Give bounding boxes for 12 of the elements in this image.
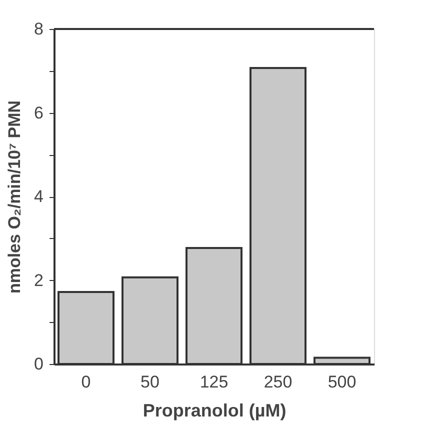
y-axis-title: nmoles O₂/min/10⁷ PMN: [5, 100, 24, 294]
y-tick-label: 0: [34, 354, 44, 374]
y-tick-label: 4: [34, 187, 44, 206]
x-tick-label: 500: [328, 372, 356, 392]
y-tick-label: 2: [34, 270, 44, 290]
y-tick-label: 8: [34, 20, 44, 38]
x-tick-label: 50: [140, 372, 160, 392]
x-tick-label: 0: [81, 372, 91, 392]
x-tick-label: 125: [200, 372, 228, 392]
x-axis-title: Propranolol (µM): [142, 400, 286, 420]
x-tick-label: 250: [264, 372, 292, 392]
y-tick-label: 6: [34, 103, 44, 122]
